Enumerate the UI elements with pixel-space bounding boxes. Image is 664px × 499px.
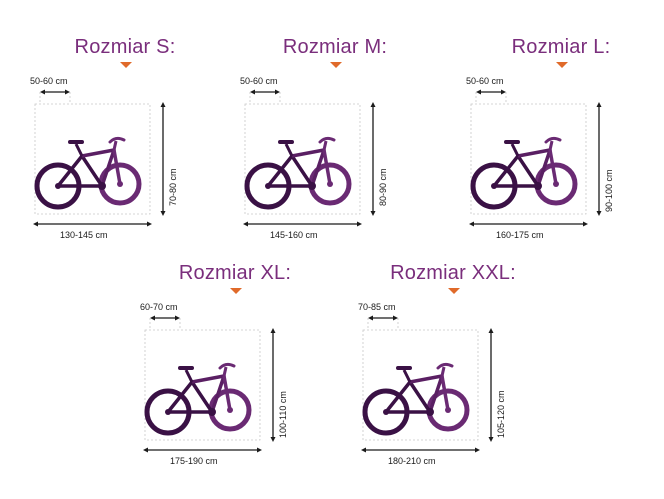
bicycle-icon — [243, 89, 376, 227]
bicycle-icon — [143, 315, 276, 453]
down-triangle-icon — [230, 288, 242, 294]
size-title: Rozmiar XL: — [178, 262, 292, 284]
size-title: Rozmiar L: — [511, 36, 611, 58]
size-card-4: Rozmiar XL: 60-70 cm — [140, 262, 330, 482]
length-label: 175-190 cm — [170, 456, 218, 466]
length-label: 160-175 cm — [496, 230, 544, 240]
reach-label: 50-60 cm — [240, 76, 278, 86]
height-label: 100-110 cm — [278, 391, 288, 438]
height-label: 105-120 cm — [496, 390, 506, 438]
height-label: 90-100 cm — [604, 169, 614, 212]
reach-label: 70-85 cm — [358, 302, 396, 312]
size-card-2: Rozmiar M: 50-60 cm — [240, 36, 430, 256]
length-label: 145-160 cm — [270, 230, 318, 240]
down-triangle-icon — [330, 62, 342, 68]
length-label: 130-145 cm — [60, 230, 108, 240]
size-card-5: Rozmiar XXL: 70-85 cm — [358, 262, 548, 482]
reach-label: 60-70 cm — [140, 302, 178, 312]
reach-label: 50-60 cm — [466, 76, 504, 86]
size-title: Rozmiar S: — [74, 36, 176, 58]
down-triangle-icon — [556, 62, 568, 68]
length-label: 180-210 cm — [388, 456, 436, 466]
size-card-3: Rozmiar L: 50-60 cm — [466, 36, 656, 256]
height-label: 70-80 cm — [168, 168, 178, 206]
bicycle-icon — [361, 315, 494, 453]
bicycle-icon — [469, 89, 602, 227]
down-triangle-icon — [120, 62, 132, 68]
size-title: Rozmiar M: — [282, 36, 388, 58]
size-card-1: Rozmiar S: 50-60 cm — [30, 36, 220, 256]
down-triangle-icon — [448, 288, 460, 294]
reach-label: 50-60 cm — [30, 76, 68, 86]
bicycle-icon — [33, 89, 166, 227]
size-title: Rozmiar XXL: — [390, 262, 516, 284]
height-label: 80-90 cm — [378, 168, 388, 206]
